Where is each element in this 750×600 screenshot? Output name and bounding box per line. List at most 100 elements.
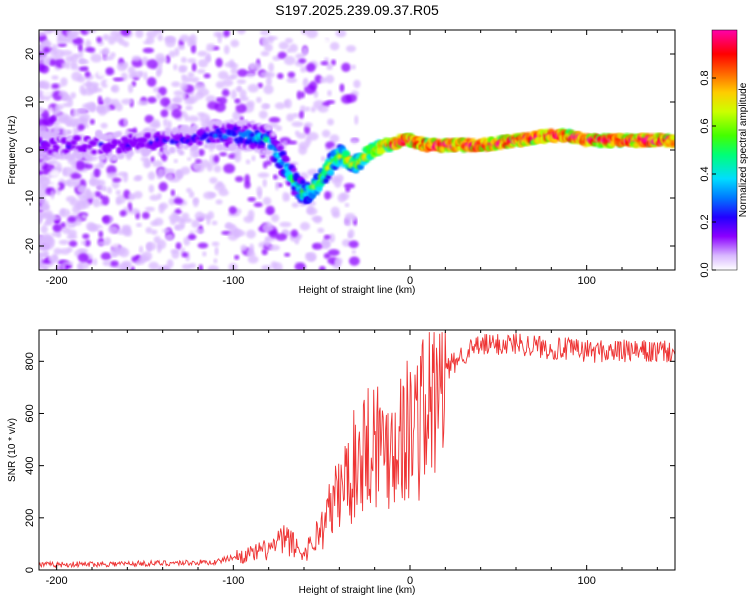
spectrogram-cell [52, 223, 63, 232]
spectrogram-cell [215, 57, 223, 68]
spectrogram-cell [268, 244, 281, 251]
spectrogram-cell [117, 229, 126, 235]
spectrogram-cell [189, 40, 197, 46]
colorbar-tick-label: 0.4 [699, 166, 711, 181]
spectrogram-cell [157, 33, 163, 42]
spectrogram-cell [341, 62, 351, 73]
spectrogram-cell [105, 67, 114, 76]
spectrogram-cell [147, 171, 156, 181]
spectrogram-cell [194, 228, 205, 234]
spectrogram-cell [156, 65, 163, 76]
spectrogram-cell [39, 106, 45, 114]
spectrogram-cell [278, 41, 290, 50]
spectrogram-cell [223, 30, 231, 37]
spectrogram-cell [104, 96, 110, 107]
spectrogram-cell [135, 259, 146, 265]
snr-ytick-label: 200 [24, 509, 36, 527]
spectrogram-cell [152, 160, 163, 168]
spectrogram-cell [111, 139, 118, 145]
spectrogram-cell [351, 216, 357, 222]
spectrogram-cell [120, 30, 131, 36]
spectrogram-cell [165, 54, 171, 64]
spectrogram-cell [231, 143, 238, 149]
spectrogram-cell [96, 36, 103, 43]
spectrogram-cell [223, 163, 236, 174]
spectrogram-cell [318, 37, 330, 45]
spectrogram-cell [299, 221, 311, 231]
spectrogram-cell [61, 262, 66, 270]
spectrogram-cell [157, 168, 165, 178]
spectrogram-cell [215, 137, 222, 144]
spectrogram-cell [177, 44, 186, 51]
spectrogram-cell [552, 137, 559, 143]
spectrogram-cell [334, 259, 340, 268]
spectrogram-cell [243, 215, 254, 223]
spectrogram-cell [236, 79, 247, 85]
spectrogram-cell [42, 265, 48, 270]
spectrogram-cell [171, 109, 183, 119]
spectrogram-cell [270, 131, 277, 137]
spectrogram-cell [327, 249, 340, 257]
spectrogram-cell [261, 248, 268, 256]
spectrogram-cell [327, 118, 334, 126]
spectrogram-cell [320, 155, 326, 162]
spectrogram-cell [65, 140, 72, 147]
spectrogram-cell [238, 120, 245, 127]
spectrogram-cell [146, 76, 157, 87]
spectrogram-cell [110, 252, 118, 258]
spectrogram-cell [225, 222, 232, 230]
spectrogram-cell [93, 168, 101, 178]
spectrogram-cell [92, 197, 101, 208]
spectrogram-cell [323, 252, 331, 259]
spectrogram-cell [145, 226, 153, 234]
spectrogram-cell [198, 264, 204, 270]
spectrogram-cell [76, 75, 86, 83]
spectrogram-cell [203, 143, 210, 149]
spectrogram-cell [139, 142, 146, 148]
spectrogram-cell [230, 66, 238, 75]
spectrogram-cell [45, 142, 52, 148]
spectrogram-cell [85, 47, 96, 53]
spectrogram-cell [96, 87, 103, 93]
spectrogram-cell [39, 32, 46, 37]
spectrogram-cell [39, 63, 46, 72]
spectrogram-cell [166, 259, 174, 269]
spectrogram-cell [332, 211, 341, 219]
spectrogram-cell [113, 33, 124, 43]
spectrogram-cell [265, 125, 272, 131]
spectrogram-cell [197, 50, 208, 57]
spectrogram-cell [146, 132, 153, 139]
spectrogram-cell [68, 240, 78, 247]
spectrogram-cell [192, 144, 199, 150]
spectrogram-cell [46, 30, 56, 33]
spectrogram-cell [150, 156, 155, 163]
spectrogram-cell [107, 49, 120, 55]
spectrogram-cell [77, 261, 89, 270]
spectrogram-cell [142, 47, 155, 54]
spectrogram-cell [171, 81, 181, 88]
spectrogram-cell [309, 193, 316, 199]
spectrogram-cell [181, 76, 193, 83]
snr-ytick-label: 0 [24, 567, 36, 573]
spectrogram-cell [347, 232, 353, 239]
spectrogram-cell [329, 42, 340, 51]
spectrogram-cell [247, 197, 257, 202]
spectrogram-cell [136, 222, 142, 228]
spectrogram-cell [302, 46, 309, 56]
spectrogram-cell [213, 258, 218, 264]
spectrogram-cell [257, 172, 270, 178]
spectrogram-cell [130, 266, 135, 270]
snr-xlabel: Height of straight line (km) [299, 585, 416, 596]
spectrogram-cell [326, 63, 333, 71]
spectrogram-cell [195, 91, 204, 100]
spectrogram-cell [189, 262, 197, 269]
spectrogram-cell [173, 90, 184, 96]
spectrogram-cell [230, 39, 240, 48]
spectrogram-cell [178, 66, 187, 73]
spectrogram-cell [47, 149, 54, 155]
spectrogram-cell [148, 184, 155, 193]
spectrogram-cell [155, 53, 166, 63]
spectrogram-cell [339, 83, 345, 93]
spectrogram-cell [222, 79, 234, 87]
spectrogram-cell [194, 82, 206, 91]
